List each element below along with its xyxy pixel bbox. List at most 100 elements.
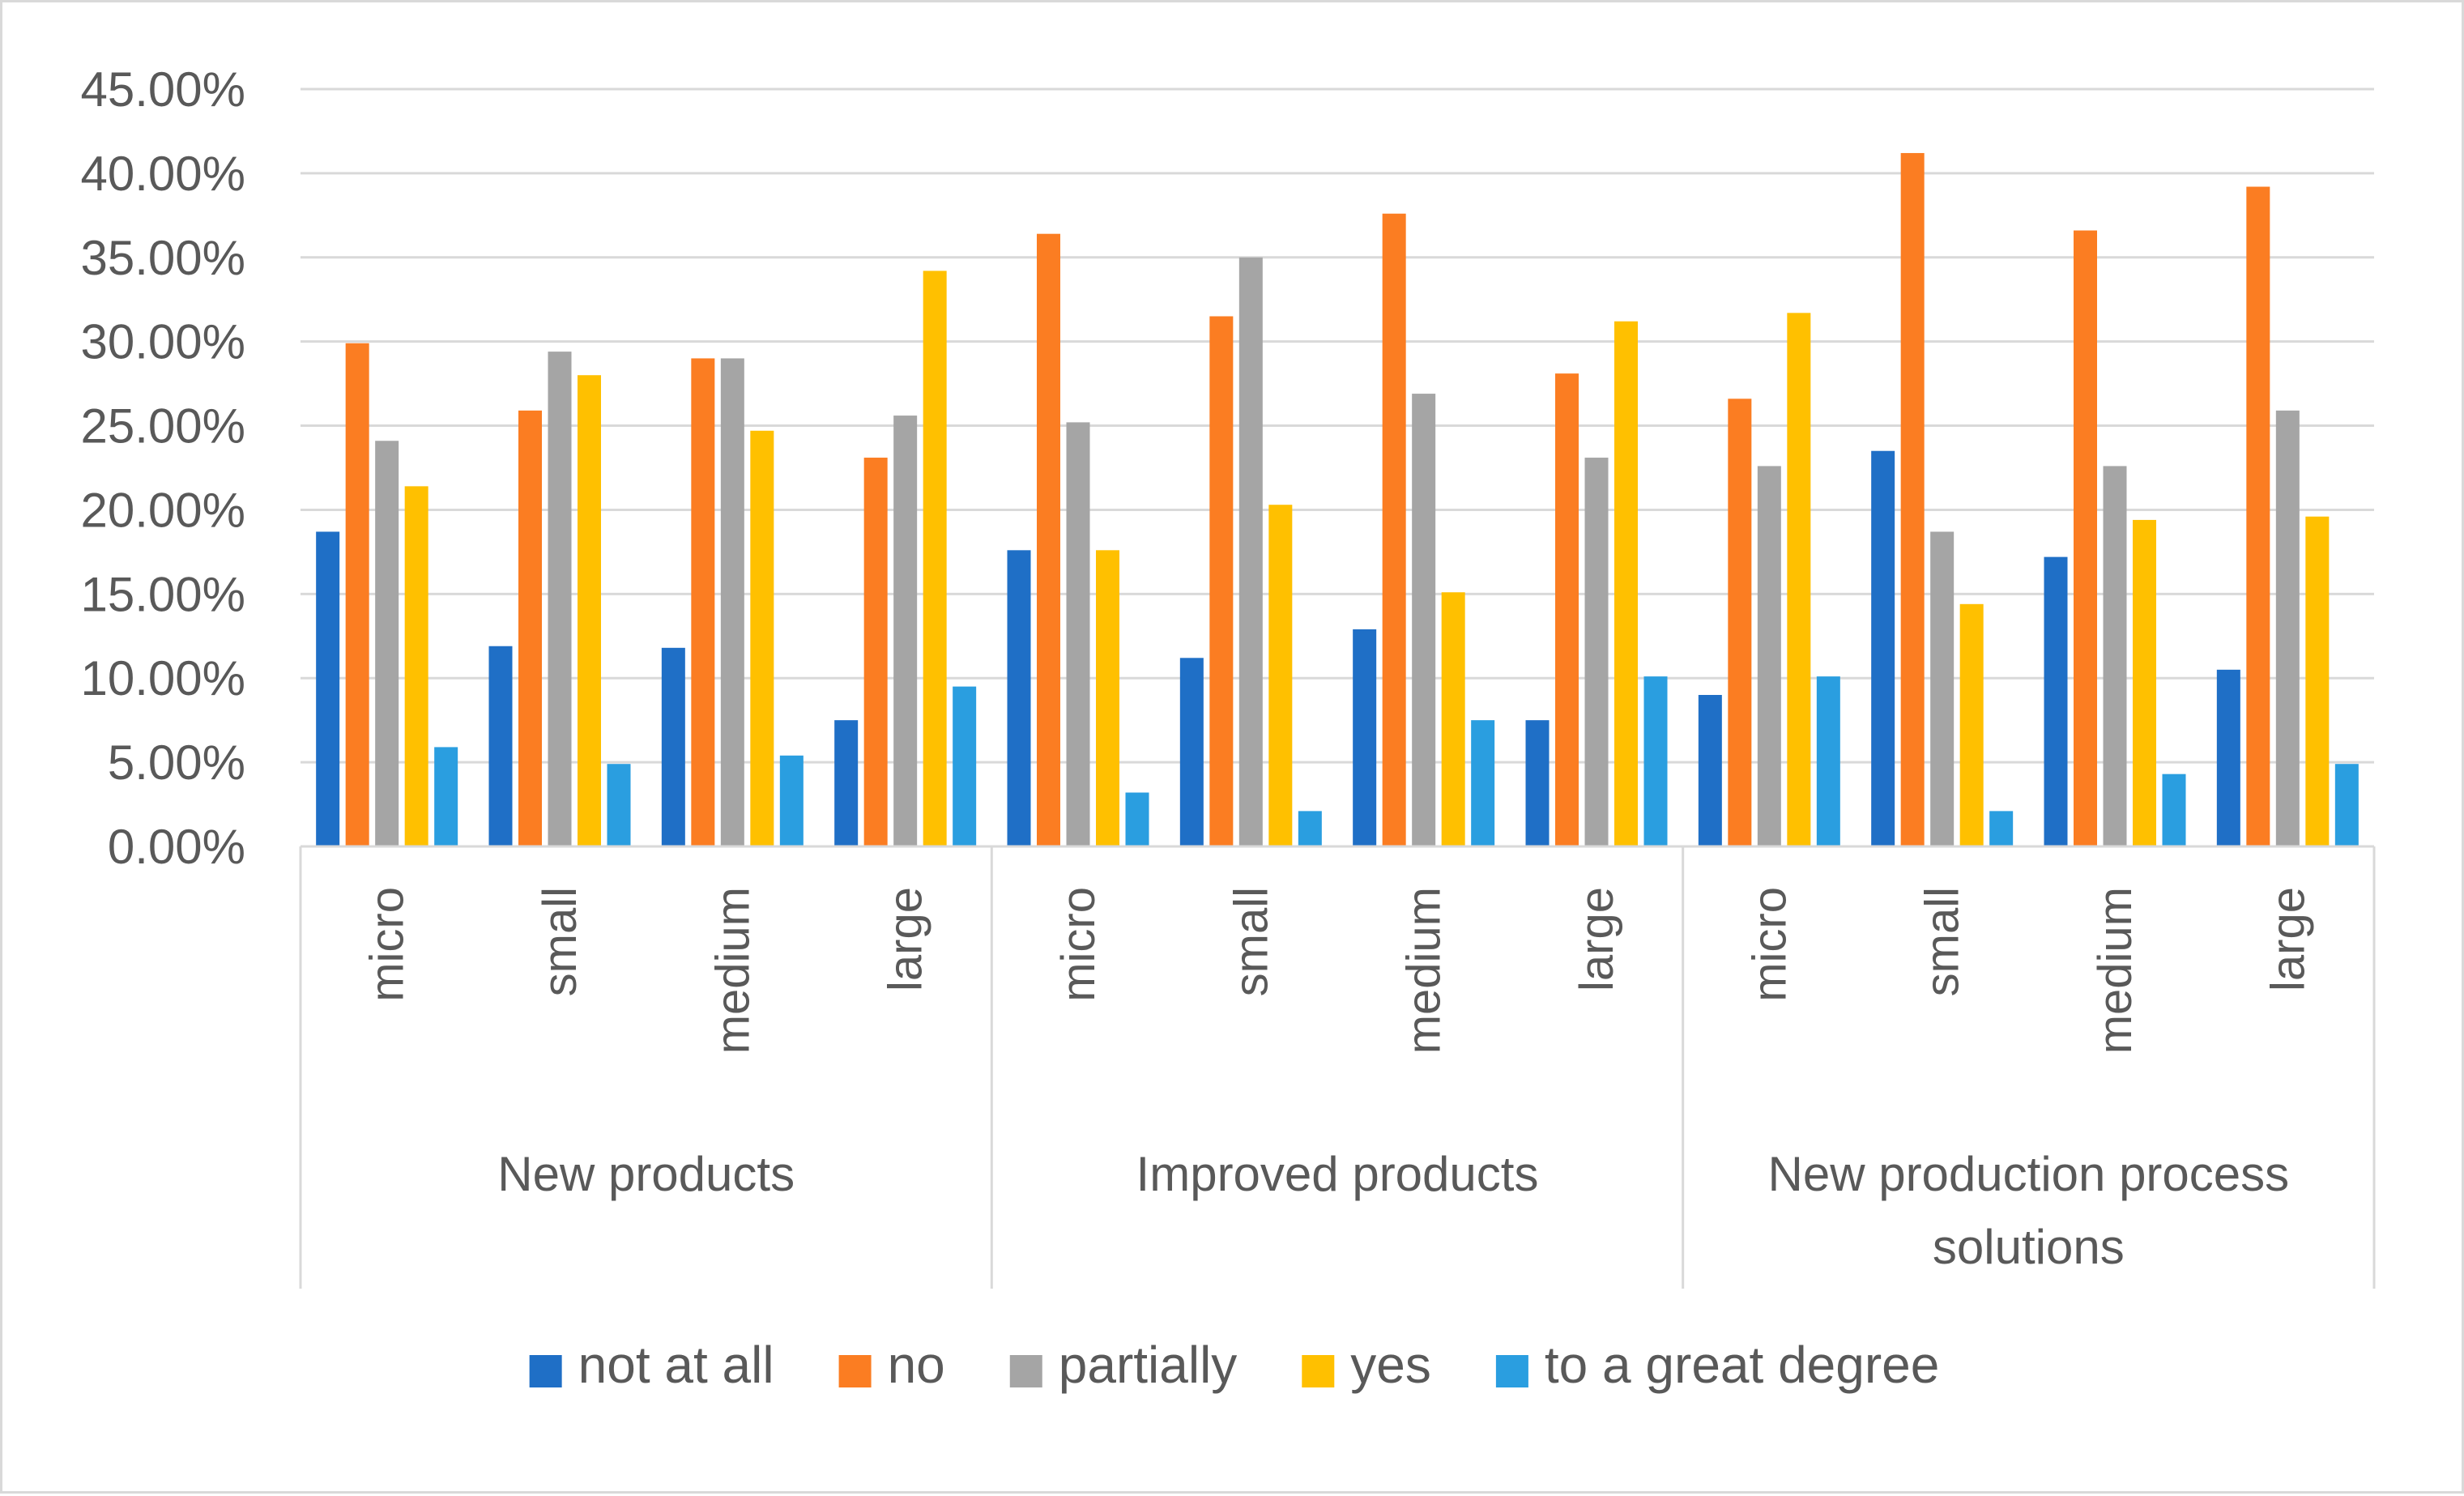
bar-yes bbox=[1787, 313, 1811, 846]
bar-yes bbox=[2305, 516, 2330, 846]
y-tick-label: 0.00% bbox=[108, 820, 245, 874]
legend-swatch bbox=[529, 1355, 562, 1387]
x-tick-label: medium bbox=[2089, 887, 2142, 1054]
x-axis bbox=[299, 845, 2376, 1289]
bar-not-at-all bbox=[834, 720, 859, 846]
bar-partially bbox=[1584, 458, 1609, 846]
bar-to-a-great-degree bbox=[1643, 676, 1668, 846]
legend-swatch bbox=[1495, 1355, 1528, 1387]
bar-partially bbox=[2103, 466, 2127, 846]
bar-to-a-great-degree bbox=[607, 764, 631, 846]
x-tick-label: small bbox=[534, 887, 586, 996]
bar-to-a-great-degree bbox=[1989, 811, 2014, 846]
bar-yes bbox=[1268, 505, 1293, 846]
bars bbox=[316, 152, 2359, 847]
bar-not-at-all bbox=[488, 646, 513, 846]
bar-yes bbox=[578, 375, 601, 846]
legend-item: yes bbox=[1302, 1336, 1431, 1394]
group-label-line: New production process bbox=[1768, 1147, 2290, 1201]
bar-yes bbox=[1614, 321, 1638, 846]
x-tick-label: micro bbox=[1743, 887, 1796, 1002]
bar-to-a-great-degree bbox=[953, 686, 977, 846]
bar-yes bbox=[2133, 519, 2156, 846]
legend-swatch bbox=[838, 1355, 872, 1387]
bar-yes bbox=[1959, 603, 1984, 846]
bar-partially bbox=[1930, 531, 1955, 846]
bar-not-at-all bbox=[2044, 556, 2068, 846]
bar-no bbox=[1900, 152, 1925, 846]
bar-to-a-great-degree bbox=[1471, 720, 1495, 846]
bar-partially bbox=[720, 358, 744, 846]
bar-no bbox=[2246, 186, 2270, 846]
legend-swatch bbox=[1302, 1355, 1335, 1387]
x-axis-category-labels: micro small medium large micro small medium lar… bbox=[361, 887, 2315, 1054]
bar-no bbox=[1555, 373, 1579, 847]
bar-partially bbox=[1757, 466, 1781, 846]
x-tick-label: medium bbox=[1398, 887, 1451, 1054]
bar-not-at-all bbox=[661, 647, 685, 846]
bar-partially bbox=[893, 416, 918, 846]
legend-label: not at all bbox=[578, 1336, 774, 1394]
bar-no bbox=[345, 343, 369, 846]
legend: not at all no partially yes to a great degre… bbox=[529, 1336, 1939, 1394]
y-tick-label: 5.00% bbox=[108, 735, 245, 790]
gridlines bbox=[301, 87, 2374, 764]
group-label: New production process solutions bbox=[1768, 1147, 2290, 1274]
y-tick-label: 15.00% bbox=[81, 567, 246, 621]
group-label: Improved products bbox=[1136, 1147, 1539, 1201]
bar-to-a-great-degree bbox=[779, 755, 804, 846]
bar-to-a-great-degree bbox=[434, 747, 458, 846]
bar-partially bbox=[548, 352, 572, 847]
x-tick-label: small bbox=[1225, 887, 1277, 996]
bar-to-a-great-degree bbox=[2334, 764, 2359, 846]
bar-partially bbox=[1412, 394, 1436, 847]
bar-partially bbox=[2275, 410, 2300, 846]
x-tick-label: medium bbox=[706, 887, 759, 1054]
bar-no bbox=[1382, 213, 1406, 846]
bar-partially bbox=[375, 441, 399, 846]
bar-not-at-all bbox=[316, 531, 340, 846]
bar-not-at-all bbox=[1871, 450, 1895, 846]
bar-yes bbox=[404, 486, 428, 846]
bar-to-a-great-degree bbox=[2162, 774, 2186, 846]
x-tick-label: micro bbox=[361, 887, 414, 1002]
legend-label: partially bbox=[1059, 1336, 1238, 1394]
legend-label: yes bbox=[1350, 1336, 1431, 1394]
y-tick-label: 20.00% bbox=[81, 483, 246, 537]
legend-swatch bbox=[1009, 1355, 1042, 1387]
legend-item: partially bbox=[1009, 1336, 1238, 1394]
legend-label: to a great degree bbox=[1545, 1336, 1939, 1394]
bar-no bbox=[518, 410, 542, 846]
y-tick-label: 45.00% bbox=[81, 62, 246, 117]
bar-not-at-all bbox=[1525, 720, 1550, 846]
bar-partially bbox=[1238, 257, 1263, 846]
bar-no bbox=[863, 458, 888, 846]
bar-to-a-great-degree bbox=[1816, 676, 1840, 846]
group-label-line: solutions bbox=[1933, 1220, 2125, 1274]
x-axis-group-labels: New products Improved products New product… bbox=[497, 1147, 2289, 1274]
bar-yes bbox=[923, 271, 947, 846]
bar-not-at-all bbox=[2216, 669, 2240, 846]
bar-no bbox=[1728, 399, 1752, 846]
x-tick-label: small bbox=[1916, 887, 1969, 996]
y-tick-label: 30.00% bbox=[81, 315, 246, 369]
bar-no bbox=[1209, 316, 1234, 846]
bar-to-a-great-degree bbox=[1298, 811, 1322, 846]
bar-to-a-great-degree bbox=[1125, 792, 1149, 846]
x-tick-label: large bbox=[1571, 887, 1623, 991]
group-label: New products bbox=[497, 1147, 795, 1201]
bar-yes bbox=[1096, 550, 1119, 846]
y-tick-label: 10.00% bbox=[81, 651, 246, 705]
y-tick-label: 40.00% bbox=[81, 147, 246, 201]
bar-yes bbox=[750, 430, 774, 846]
bar-partially bbox=[1066, 422, 1090, 846]
bar-no bbox=[2074, 230, 2097, 846]
legend-item: no bbox=[838, 1336, 945, 1394]
bar-no bbox=[1037, 233, 1060, 846]
bar-not-at-all bbox=[1353, 629, 1377, 846]
bar-not-at-all bbox=[1179, 658, 1204, 846]
y-tick-label: 25.00% bbox=[81, 399, 246, 454]
y-axis-tick-labels: 0.00% 5.00% 10.00% 15.00% 20.00% 25.00% 30.00%… bbox=[81, 62, 246, 874]
y-tick-label: 35.00% bbox=[81, 231, 246, 285]
